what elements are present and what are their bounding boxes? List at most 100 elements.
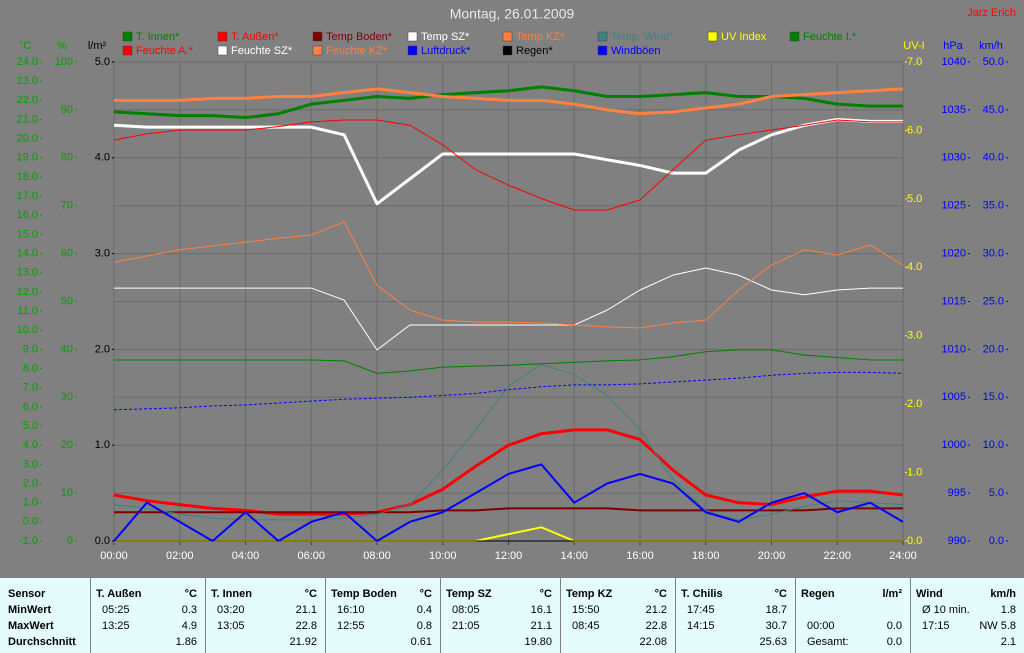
cell-value: 0.61 — [410, 636, 432, 648]
x-tick-label: 18:00 — [692, 550, 720, 562]
cell-label: 14:15 — [687, 620, 715, 632]
legend-label: T. Innen* — [136, 31, 180, 43]
y-tick-label: 5.0 — [95, 56, 110, 68]
cell-value: 4.9 — [181, 620, 197, 632]
col-unit: °C — [539, 588, 552, 600]
col-sep — [90, 578, 91, 653]
y-tick-label: 1010 — [942, 343, 966, 355]
col-name: Temp Boden — [331, 588, 397, 600]
series-line — [114, 87, 904, 116]
y-tick-label: 4.0 — [95, 152, 110, 164]
y-tick-label: 18.0 — [17, 171, 38, 183]
y-tick-label: 1030 — [942, 152, 966, 164]
col-name: Temp KZ — [566, 588, 613, 600]
y-tick-label: 30 — [61, 391, 73, 403]
cell-label: 12:55 — [337, 620, 365, 632]
y-tick-label: 12.0 — [17, 286, 38, 298]
y-tick-label: 4.0 — [23, 439, 38, 451]
y-tick-label: 4.0 — [907, 261, 922, 273]
series-line — [113, 371, 904, 411]
y-tick-label: 0.0 — [23, 516, 38, 528]
col-unit: l/m² — [882, 588, 902, 600]
y-tick-label: 22.0 — [17, 94, 38, 106]
y-tick-label: 0.0 — [989, 535, 1004, 547]
cell-value: 30.7 — [765, 620, 787, 632]
cell-value: 21.1 — [295, 604, 317, 616]
cell-value: 22.08 — [639, 636, 667, 648]
y-tick-label: 19.0 — [17, 152, 38, 164]
y-tick-label: 990 — [948, 535, 966, 547]
series-line — [113, 428, 904, 516]
cell-label: 17:45 — [687, 604, 715, 616]
cell-value: 19.80 — [524, 636, 552, 648]
cell-value: 0.4 — [416, 604, 432, 616]
y-tick-label: 0 — [67, 535, 73, 547]
y-tick-label: 50 — [61, 295, 73, 307]
y-tick-label: 9.0 — [23, 343, 38, 355]
axis-unit: km/h — [979, 40, 1003, 52]
y-tick-label: 7.0 — [23, 382, 38, 394]
y-tick-label: 1015 — [942, 295, 966, 307]
y-tick-label: 5.0 — [23, 420, 38, 432]
sensor-header: Sensor — [8, 588, 46, 600]
series-line — [114, 349, 903, 374]
col-unit: °C — [304, 588, 317, 600]
y-tick-label: 1005 — [942, 391, 966, 403]
legend-label: Windböen — [611, 45, 661, 57]
col-name: T. Außen — [96, 588, 142, 600]
y-tick-label: 5.0 — [989, 487, 1004, 499]
cell-value: 1.86 — [175, 636, 197, 648]
legend-label: Temp KZ* — [516, 31, 565, 43]
y-tick-label: 3.0 — [23, 458, 38, 470]
x-tick-label: 12:00 — [495, 550, 523, 562]
y-tick-label: 14.0 — [17, 248, 38, 260]
series-line — [114, 267, 903, 351]
series-line — [113, 119, 903, 211]
y-tick-label: 2.0 — [907, 398, 922, 410]
col-name: Temp SZ — [446, 588, 492, 600]
legend-label: Regen* — [516, 45, 553, 57]
legend-label: Feuchte SZ* — [231, 45, 293, 57]
cell-value: 25.63 — [759, 636, 787, 648]
y-tick-label: 40.0 — [983, 152, 1004, 164]
legend-label: Feuchte A.* — [136, 45, 194, 57]
legend-label: Temp. Wind* — [611, 31, 674, 43]
cell-label: 00:00 — [807, 620, 835, 632]
y-tick-label: 995 — [948, 487, 966, 499]
y-tick-label: 35.0 — [983, 200, 1004, 212]
series-line — [113, 221, 904, 329]
y-tick-label: 6.0 — [23, 401, 38, 413]
y-tick-label: 30.0 — [983, 248, 1004, 260]
legend-swatch — [707, 31, 718, 42]
chart: Montag, 26.01.2009 Jarz Erich 00:00 02:00… — [16, 5, 1016, 562]
cell-value: 0.3 — [181, 604, 197, 616]
x-tick-label: 16:00 — [626, 550, 654, 562]
row-label: MinWert — [8, 604, 52, 616]
x-tick-label: 08:00 — [363, 550, 391, 562]
col-sep — [910, 578, 911, 653]
y-tick-label: 1025 — [942, 200, 966, 212]
axis-unit: % — [57, 40, 67, 52]
col-sep — [440, 578, 441, 653]
col-unit: km/h — [990, 588, 1016, 600]
y-tick-label: 45.0 — [983, 104, 1004, 116]
cell-label: 05:25 — [102, 604, 130, 616]
cell-value: 21.2 — [645, 604, 667, 616]
legend-swatch — [407, 45, 418, 56]
y-tick-label: 60 — [61, 248, 73, 260]
y-tick-label: 1020 — [942, 248, 966, 260]
x-tick-label: 06:00 — [297, 550, 325, 562]
x-tick-label: 22:00 — [823, 550, 851, 562]
cell-value: 0.8 — [416, 620, 432, 632]
col-unit: °C — [419, 588, 432, 600]
y-tick-label: 80 — [61, 152, 73, 164]
legend-swatch — [407, 31, 418, 42]
x-tick-label: 24:00 — [889, 550, 917, 562]
legend-swatch — [217, 45, 228, 56]
y-tick-label: 20.0 — [983, 343, 1004, 355]
col-name: Wind — [916, 588, 943, 600]
cell-value: 2.1 — [1000, 636, 1016, 648]
cell-label: Gesamt: — [807, 636, 849, 648]
cell-label: 08:45 — [572, 620, 600, 632]
